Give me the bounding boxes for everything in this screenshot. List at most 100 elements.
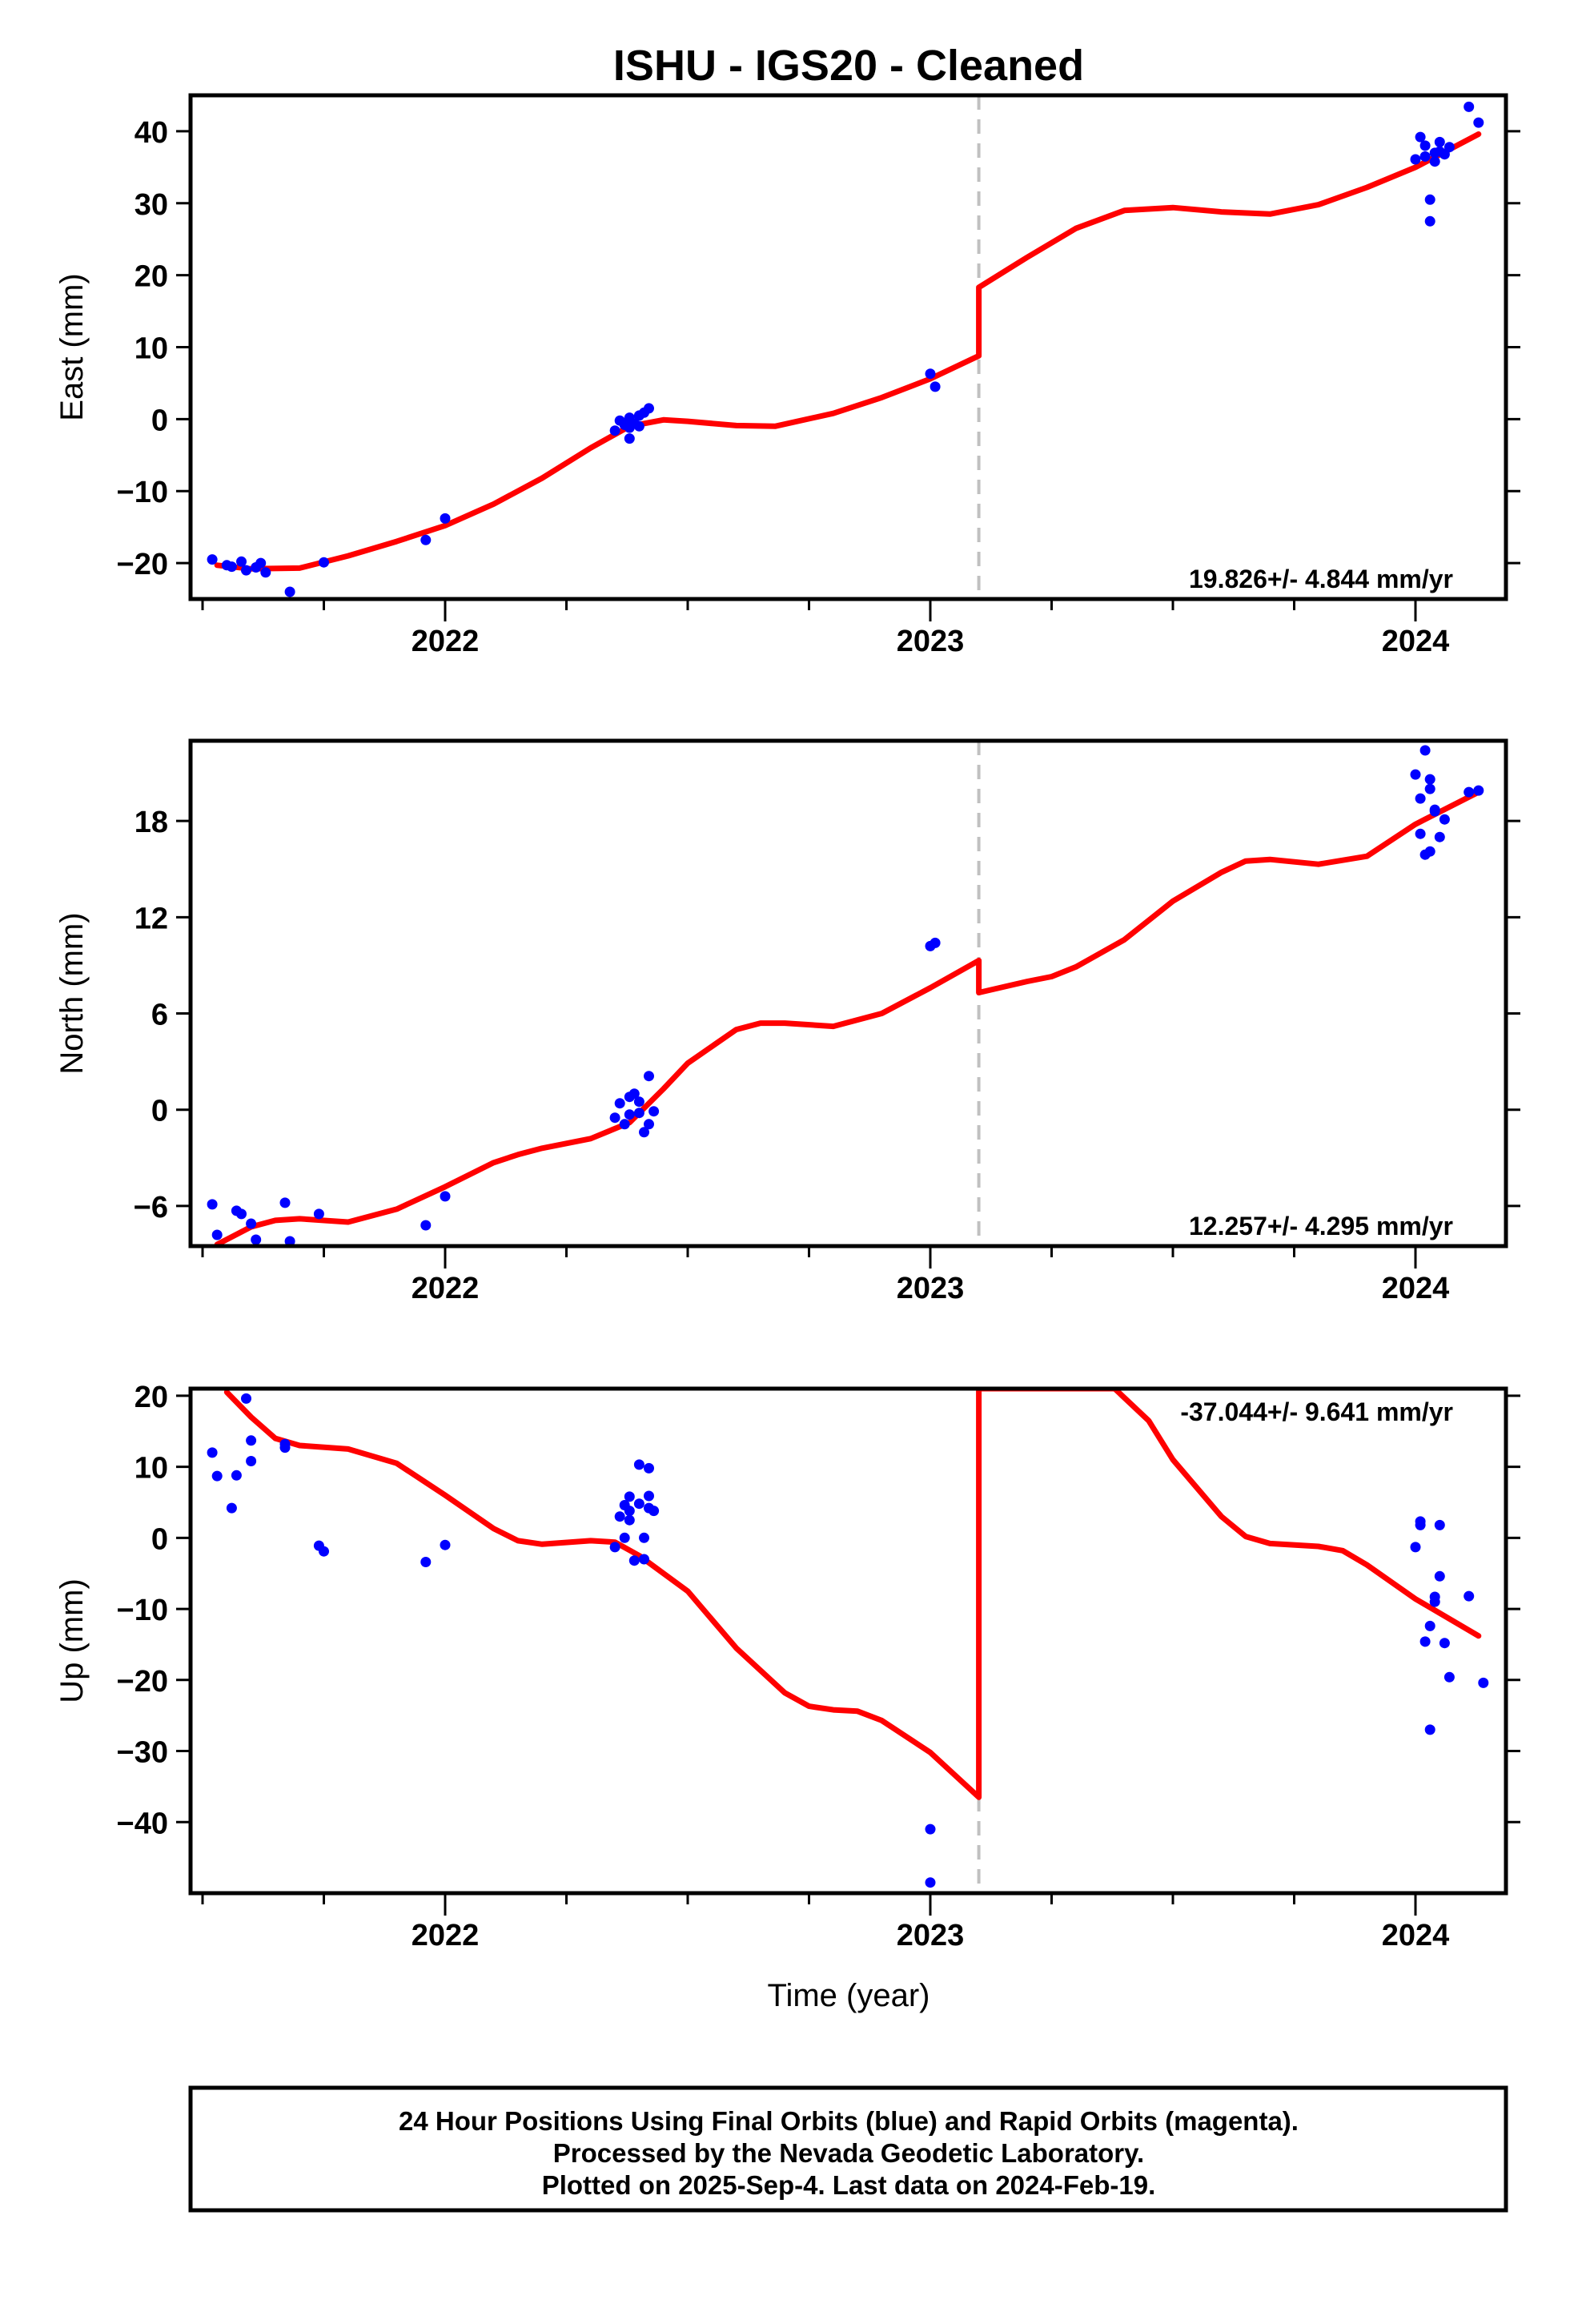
north-rate-label: 12.257+/- 4.295 mm/yr: [1189, 1212, 1453, 1240]
up-frame: [188, 1386, 1508, 1896]
data-point: [624, 433, 635, 444]
data-point: [614, 1098, 625, 1109]
data-point: [1424, 846, 1435, 857]
data-point: [1410, 1542, 1421, 1553]
y-tick-label: −20: [117, 1665, 168, 1699]
y-tick-label: 0: [151, 404, 168, 437]
data-point: [420, 1557, 432, 1567]
data-point: [633, 420, 644, 432]
data-point: [633, 1108, 644, 1119]
east-rate-label: 19.826+/- 4.844 mm/yr: [1189, 565, 1453, 593]
data-point: [1415, 1516, 1426, 1527]
data-point: [644, 1071, 654, 1082]
north-panel: −6 0 6 12 18 2022 2023 2024 North (mm) 12.257+/- …: [54, 738, 1520, 1305]
data-point: [420, 1220, 432, 1231]
data-point: [930, 937, 941, 948]
data-point: [207, 1447, 218, 1458]
data-point: [1415, 793, 1426, 804]
x-tick-label: 2023: [897, 1919, 965, 1952]
data-point: [639, 1554, 649, 1565]
y-tick-label: 20: [135, 1381, 168, 1414]
y-tick-label: 0: [151, 1095, 168, 1128]
data-point: [614, 1511, 625, 1522]
y-tick-label: 40: [135, 116, 168, 150]
data-point: [211, 1229, 223, 1240]
data-point: [440, 1539, 451, 1550]
model-line: [214, 131, 1482, 572]
data-point: [1429, 1591, 1440, 1602]
y-tick-label: 0: [151, 1522, 168, 1556]
y-tick-label: −40: [117, 1807, 168, 1840]
y-tick-label: 20: [135, 260, 168, 294]
data-point: [639, 1532, 649, 1543]
data-point: [440, 513, 451, 524]
up-rate-label: -37.044+/- 9.641 mm/yr: [1180, 1397, 1453, 1426]
data-point: [644, 403, 654, 414]
data-point: [1415, 131, 1426, 143]
data-point: [644, 1119, 654, 1130]
data-point: [925, 368, 936, 380]
data-point: [1410, 154, 1421, 165]
data-point: [1424, 1620, 1435, 1631]
north-data-points: [207, 745, 1484, 1246]
y-tick-label: −6: [134, 1191, 168, 1224]
footer-line-2: Processed by the Nevada Geodetic Laborat…: [553, 2138, 1144, 2168]
data-point: [633, 1096, 644, 1108]
up-y-axis-label: Up (mm): [54, 1578, 90, 1703]
east-frame: [188, 93, 1508, 601]
data-point: [930, 381, 941, 392]
data-point: [1434, 1570, 1445, 1582]
data-point: [313, 1208, 324, 1220]
x-tick-label: 2024: [1382, 1919, 1450, 1952]
data-point: [246, 1435, 257, 1446]
data-point: [1434, 136, 1445, 147]
y-tick-label: 6: [151, 999, 168, 1032]
data-point: [207, 1199, 218, 1210]
y-tick-label: 12: [135, 902, 168, 935]
data-point: [284, 1236, 295, 1246]
x-tick-label: 2022: [412, 625, 480, 658]
x-tick-label: 2023: [897, 625, 965, 658]
x-tick-label: 2024: [1382, 1272, 1450, 1305]
data-point: [624, 1109, 635, 1120]
east-y-axis-label: East (mm): [54, 273, 90, 420]
data-point: [1419, 745, 1431, 756]
y-tick-label: 10: [135, 1452, 168, 1486]
data-point: [241, 1393, 251, 1404]
footer-line-3: Plotted on 2025-Sep-4. Last data on 2024…: [542, 2170, 1156, 2200]
data-point: [1429, 156, 1440, 167]
data-point: [619, 1532, 630, 1543]
data-point: [1429, 804, 1440, 815]
data-point: [236, 1208, 247, 1220]
data-point: [1443, 1671, 1455, 1683]
x-tick-label: 2022: [412, 1919, 480, 1952]
data-point: [226, 1502, 237, 1514]
data-point: [1424, 194, 1435, 205]
data-point: [644, 1462, 654, 1474]
data-point: [260, 567, 271, 578]
data-point: [1419, 140, 1431, 151]
y-tick-label: 18: [135, 806, 168, 839]
data-point: [236, 556, 247, 567]
data-point: [319, 557, 329, 568]
model-line: [214, 789, 1482, 1246]
data-point: [1464, 101, 1475, 112]
data-point: [1478, 1677, 1489, 1688]
data-point: [1410, 769, 1421, 780]
data-point: [648, 1106, 660, 1117]
data-point: [255, 557, 267, 569]
data-point: [925, 1877, 936, 1888]
data-point: [1464, 1590, 1475, 1602]
data-point: [279, 1197, 291, 1208]
data-point: [1439, 814, 1450, 825]
data-point: [628, 1555, 640, 1566]
data-point: [624, 1514, 635, 1526]
x-axis-label: Time (year): [768, 1978, 930, 2013]
data-point: [207, 554, 218, 565]
north-model-curve: [214, 789, 1482, 1246]
footer-line-1: 24 Hour Positions Using Final Orbits (bl…: [399, 2106, 1299, 2136]
data-point: [925, 1823, 936, 1835]
data-point: [246, 1456, 257, 1466]
data-point: [633, 1459, 644, 1470]
up-model-curve: [223, 1389, 1482, 1800]
